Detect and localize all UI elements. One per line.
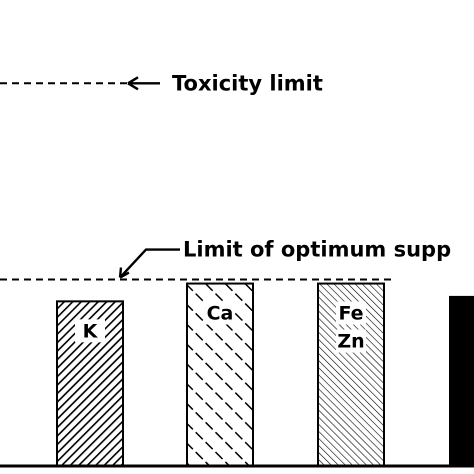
bars: KCaFeZnY	[56, 282, 474, 467]
bar-label-k: K	[83, 320, 99, 342]
bar-label-fe: Fe	[338, 303, 363, 325]
bar-label-zn: Zn	[337, 331, 364, 353]
toxicity-limit-label: Toxicity limit	[172, 71, 323, 95]
bar-label-background	[336, 301, 366, 325]
bar-label-background	[336, 329, 366, 353]
bar-label-background	[75, 319, 105, 343]
bar-label-background	[205, 301, 235, 325]
optimum-leader-arrow	[118, 248, 180, 279]
bar-label-ca: Ca	[207, 303, 234, 325]
optimum-limit-label: Limit of optimum supp	[183, 238, 451, 262]
reference-lines: Toxicity limit Limit of optimum supp	[0, 71, 451, 281]
toxicity-arrow	[127, 76, 160, 91]
bar-y	[449, 295, 474, 467]
